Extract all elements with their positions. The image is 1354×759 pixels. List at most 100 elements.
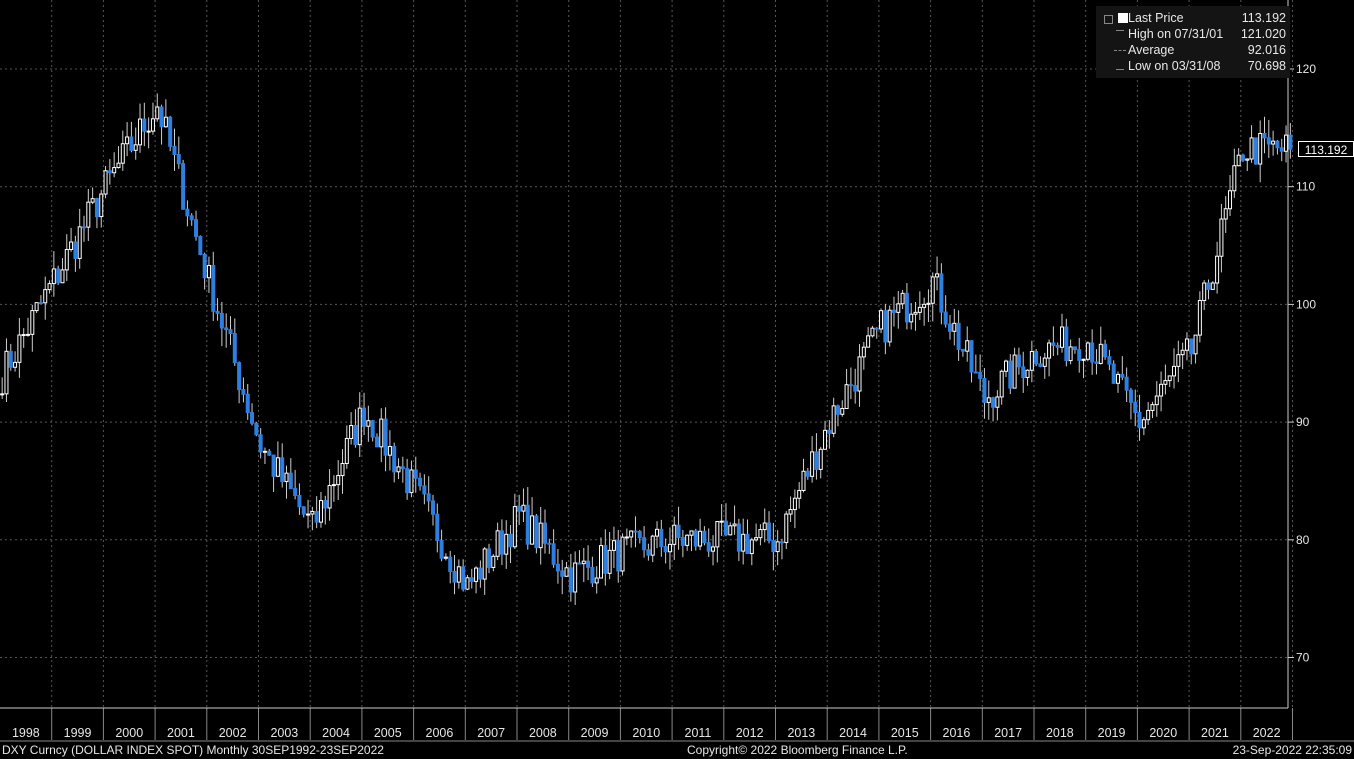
candle-body <box>318 500 323 523</box>
candle-body <box>1141 419 1146 429</box>
candle-body <box>551 543 556 565</box>
candle-body <box>891 309 896 313</box>
candle-body <box>534 515 539 549</box>
candle-body <box>689 530 694 536</box>
candle-body <box>749 539 754 555</box>
candle-body <box>267 450 272 456</box>
candle-body <box>138 118 143 146</box>
candle-body <box>939 273 944 313</box>
candle-body <box>370 420 375 438</box>
candle-body <box>34 302 39 312</box>
candle-body <box>771 539 776 553</box>
candle-body <box>430 500 435 515</box>
candle-body <box>1094 361 1099 364</box>
last-price-icon <box>1118 13 1128 23</box>
candle-body <box>142 118 147 132</box>
candle-body <box>1163 380 1168 385</box>
x-tick-label: 2011 <box>685 726 712 740</box>
candle-body <box>129 136 134 151</box>
candle-body <box>594 577 599 584</box>
candle-body <box>736 523 741 552</box>
candle-body <box>275 457 280 477</box>
candle-body <box>1245 158 1250 161</box>
candle-body <box>94 198 99 218</box>
candle-body <box>887 309 892 343</box>
candle-body <box>1085 342 1090 360</box>
candle-body <box>379 418 384 448</box>
candle-body <box>715 521 720 548</box>
legend-box: Last Price 113.192 High on 07/31/01 121.… <box>1096 6 1290 78</box>
candle-body <box>844 384 849 410</box>
candle-body <box>930 276 935 304</box>
candle-body <box>1197 300 1202 336</box>
candle-body <box>125 136 130 145</box>
candle-body <box>650 535 655 556</box>
candle-body <box>633 530 638 533</box>
candle-body <box>1116 373 1121 384</box>
candle-body <box>1012 354 1017 389</box>
x-tick-label: 2008 <box>529 726 557 740</box>
high-marker-icon <box>1116 30 1124 31</box>
collapse-icon[interactable] <box>1104 15 1113 24</box>
candle-body <box>1133 401 1138 414</box>
candle-body <box>1202 282 1207 302</box>
candle-body <box>797 490 802 499</box>
candle-body <box>491 555 496 568</box>
candle-body <box>107 170 112 174</box>
candle-body <box>202 253 207 279</box>
candle-body <box>133 144 138 151</box>
candle-body <box>387 446 392 456</box>
candle-body <box>340 462 345 477</box>
x-tick-label: 2002 <box>219 726 247 740</box>
candle-body <box>456 566 461 583</box>
candle-body <box>779 541 784 544</box>
candle-body <box>590 566 595 584</box>
candle-body <box>866 335 871 348</box>
candle-body <box>680 537 685 546</box>
candle-body <box>1120 373 1125 378</box>
candle-body <box>926 302 931 305</box>
candle-body <box>1111 363 1116 384</box>
candle-body <box>306 513 311 516</box>
candle-body <box>560 570 565 577</box>
candle-body <box>155 106 160 120</box>
footer-security: DXY Curncy (DOLLAR INDEX SPOT) Monthly 3… <box>2 743 384 757</box>
candle-body <box>603 545 608 574</box>
candle-body <box>823 429 828 450</box>
candle-body <box>461 566 466 590</box>
candle-body <box>1042 357 1047 367</box>
candle-body <box>573 562 578 593</box>
candle-body <box>1253 137 1258 165</box>
candle-body <box>73 241 78 259</box>
low-marker-icon <box>1116 69 1124 70</box>
candle-body <box>254 422 259 436</box>
candle-body <box>754 537 759 541</box>
x-tick-label: 2014 <box>839 726 867 740</box>
candle-body <box>1128 389 1133 403</box>
y-tick-label: 70 <box>1296 651 1310 665</box>
candle-body <box>323 500 328 509</box>
candle-body <box>409 469 414 494</box>
y-tick-label: 90 <box>1296 415 1310 429</box>
candle-body <box>676 524 681 539</box>
candle-body <box>349 425 354 439</box>
axes: 70 80 90 100 110 120 1998 1999 2000 2001 2002 2003 2… <box>0 0 1354 742</box>
candle-body <box>917 306 922 313</box>
legend-last-price: Last Price 113.192 <box>1096 11 1290 27</box>
candle-body <box>564 567 569 577</box>
candle-body <box>986 397 991 403</box>
candle-body <box>344 437 349 464</box>
candle-body <box>1176 354 1181 367</box>
candle-body <box>396 466 401 473</box>
candle-body <box>555 563 560 572</box>
candle-body <box>168 116 173 147</box>
x-tick-label: 2000 <box>115 726 143 740</box>
candle-body <box>586 560 591 568</box>
candle-body <box>176 154 181 165</box>
candle-body <box>611 540 616 551</box>
candle-body <box>280 457 285 483</box>
candle-body <box>702 530 707 544</box>
candle-body <box>909 313 914 323</box>
candle-body <box>508 533 513 548</box>
candle-body <box>181 163 186 210</box>
